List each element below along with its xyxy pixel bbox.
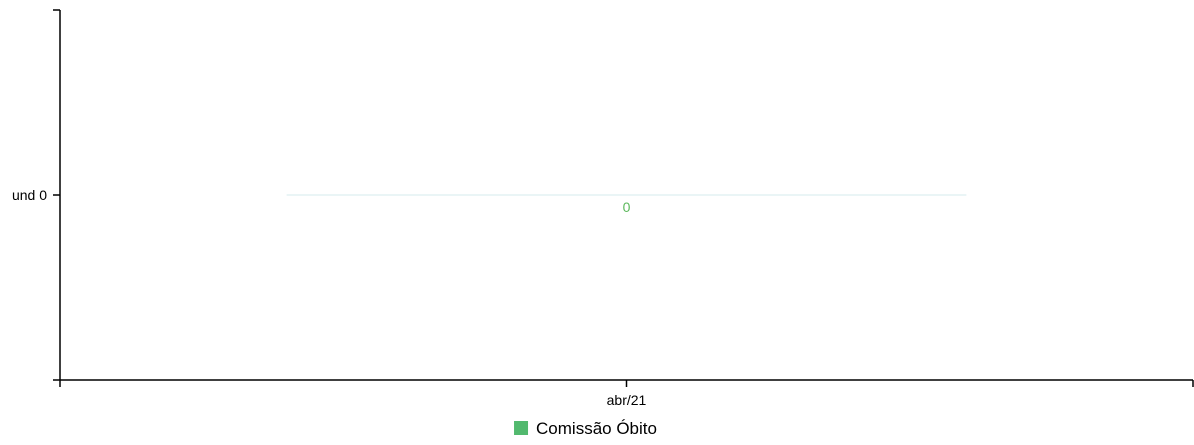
y-tick-label: und 0 bbox=[12, 187, 47, 203]
legend-swatch bbox=[514, 421, 529, 435]
legend: Comissão Óbito bbox=[514, 419, 657, 438]
bar-data-label: 0 bbox=[623, 199, 631, 215]
bars-group: 0 bbox=[286, 194, 967, 215]
x-axis: abr/21 bbox=[59, 379, 1194, 408]
legend-label: Comissão Óbito bbox=[536, 419, 657, 438]
x-tick-label: abr/21 bbox=[607, 392, 647, 408]
y-axis: und 0 bbox=[12, 9, 61, 381]
